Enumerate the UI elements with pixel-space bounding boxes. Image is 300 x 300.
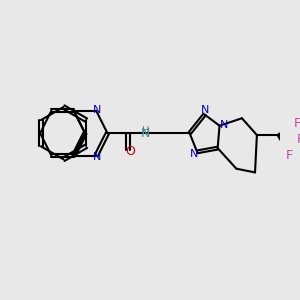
Text: N: N [200,105,209,115]
Text: O: O [125,146,135,158]
Text: N: N [190,149,199,159]
Text: F: F [293,117,300,130]
Text: H: H [142,126,149,136]
Text: F: F [297,133,300,146]
Text: F: F [286,149,293,162]
Text: N: N [220,120,228,130]
Text: N: N [141,127,150,140]
Text: N: N [93,105,101,115]
Text: N: N [93,152,101,161]
